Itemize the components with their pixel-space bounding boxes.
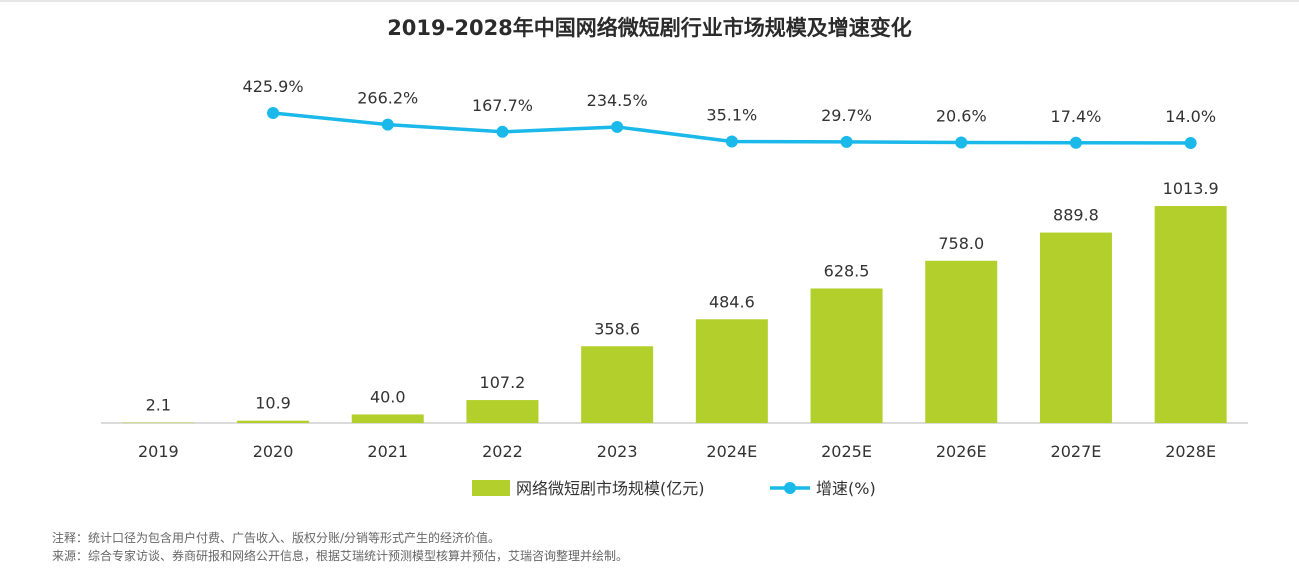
growth-label-2023: 234.5% — [587, 91, 648, 110]
growth-label-2022: 167.7% — [472, 96, 533, 115]
growth-label-2024E: 35.1% — [706, 105, 757, 124]
x-tick-label-2021: 2021 — [367, 442, 408, 461]
growth-point-2022 — [496, 125, 509, 138]
top-border — [0, 0, 1299, 2]
footnote-source: 来源：综合专家访谈、券商研报和网络公开信息，根据艾瑞统计预测模型核算并预估，艾瑞… — [52, 549, 629, 563]
footnote-note: 注释：统计口径为包含用户付费、广告收入、版权分账/分销等形式产生的经济价值。 — [52, 531, 501, 545]
x-tick-label-2028E: 2028E — [1165, 442, 1216, 461]
bar-value-label-2024E: 484.6 — [709, 292, 755, 311]
bar-2021 — [351, 414, 424, 423]
bar-value-label-2021: 40.0 — [370, 387, 406, 406]
bar-2020 — [237, 420, 310, 423]
growth-label-2020: 425.9% — [243, 77, 304, 96]
bar-value-label-2026E: 758.0 — [938, 234, 984, 253]
x-tick-label-2023: 2023 — [597, 442, 638, 461]
chart-title: 2019-2028年中国网络微短剧行业市场规模及增速变化 — [387, 16, 912, 40]
bar-2024E — [695, 319, 768, 423]
growth-label-2021: 266.2% — [357, 89, 418, 108]
growth-label-2026E: 20.6% — [936, 107, 987, 126]
growth-point-2021 — [381, 118, 394, 131]
legend-line-marker — [784, 482, 796, 494]
bar-2023 — [581, 346, 654, 423]
growth-point-2024E — [725, 135, 738, 148]
x-tick-label-2024E: 2024E — [706, 442, 757, 461]
growth-point-2020 — [267, 107, 280, 119]
growth-point-2023 — [611, 120, 624, 133]
growth-label-2025E: 29.7% — [821, 106, 872, 125]
legend-bar-swatch — [472, 480, 510, 496]
bar-2028E — [1154, 206, 1227, 423]
chart-canvas: 2.1 2019 10.9 2020 40.0 2021 107.2 2022 358.6 202… — [101, 77, 1248, 498]
bar-value-label-2027E: 889.8 — [1053, 206, 1099, 225]
legend-bar-label: 网络微短剧市场规模(亿元) — [516, 479, 705, 498]
x-tick-label-2019: 2019 — [138, 442, 179, 461]
bar-value-label-2022: 107.2 — [480, 373, 526, 392]
growth-label-2027E: 17.4% — [1051, 107, 1102, 126]
bar-2019 — [122, 422, 195, 424]
bar-2025E — [810, 288, 883, 423]
bar-value-label-2025E: 628.5 — [824, 261, 870, 280]
legend-line-label: 增速(%) — [816, 479, 876, 498]
bar-value-label-2023: 358.6 — [594, 319, 640, 338]
x-tick-label-2020: 2020 — [253, 442, 294, 461]
growth-point-2026E — [955, 136, 968, 149]
x-tick-label-2025E: 2025E — [821, 442, 872, 461]
growth-label-2028E: 14.0% — [1165, 107, 1216, 126]
x-tick-label-2027E: 2027E — [1051, 442, 1102, 461]
growth-point-2028E — [1184, 137, 1197, 149]
bar-value-label-2020: 10.9 — [255, 394, 291, 413]
growth-point-2025E — [840, 135, 853, 148]
bar-2026E — [925, 260, 998, 423]
bar-value-label-2028E: 1013.9 — [1163, 179, 1219, 198]
x-tick-label-2026E: 2026E — [936, 442, 987, 461]
bar-2027E — [1039, 232, 1112, 423]
bar-value-label-2019: 2.1 — [146, 396, 171, 415]
bar-2022 — [466, 400, 539, 423]
x-tick-label-2022: 2022 — [482, 442, 523, 461]
growth-point-2027E — [1069, 136, 1082, 149]
